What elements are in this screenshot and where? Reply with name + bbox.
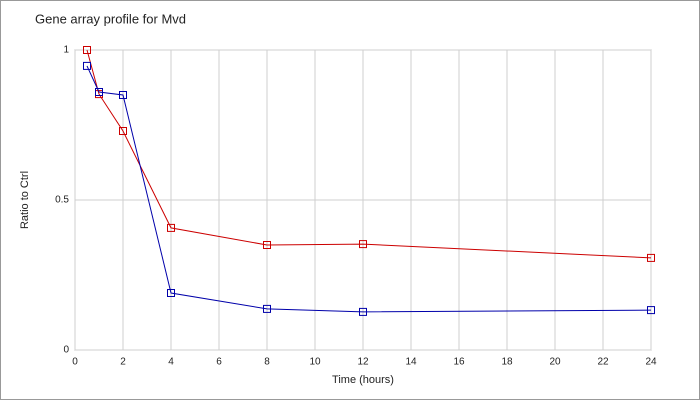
x-tick-label: 2 (120, 357, 126, 368)
x-tick-label: 4 (168, 357, 174, 368)
x-tick-label: 20 (549, 357, 561, 368)
y-axis-label: Ratio to Ctrl (19, 171, 31, 229)
x-tick-label: 10 (309, 357, 321, 368)
point-marker (647, 253, 655, 262)
x-tick-label: 12 (357, 357, 369, 368)
x-tick-label: 0 (72, 357, 78, 368)
point-marker (359, 240, 367, 249)
point-marker (119, 91, 127, 99)
point-marker (167, 223, 175, 232)
point-marker (359, 307, 367, 316)
y-tick-label: 1 (63, 45, 69, 56)
point-marker (119, 127, 127, 135)
point-marker (83, 46, 91, 54)
x-tick-label: 6 (216, 357, 222, 368)
x-tick-label: 16 (453, 357, 465, 368)
x-tick-label: 22 (597, 357, 609, 368)
chart-title: Gene array profile for Mvd (35, 11, 186, 26)
x-tick-label: 18 (501, 357, 513, 368)
y-tick-label: 0.5 (55, 195, 69, 206)
x-tick-label: 8 (264, 357, 270, 368)
point-marker (263, 241, 271, 249)
point-marker (167, 289, 175, 297)
x-axis-label: Time (hours) (332, 374, 394, 386)
series-line (86, 65, 652, 313)
point-marker (83, 61, 91, 70)
x-tick-label: 14 (405, 357, 417, 368)
series-line (86, 49, 652, 259)
x-tick-label: 24 (645, 357, 657, 368)
point-marker (263, 304, 271, 313)
y-tick-label: 0 (63, 345, 69, 356)
point-marker (95, 88, 103, 96)
point-marker (647, 306, 655, 315)
